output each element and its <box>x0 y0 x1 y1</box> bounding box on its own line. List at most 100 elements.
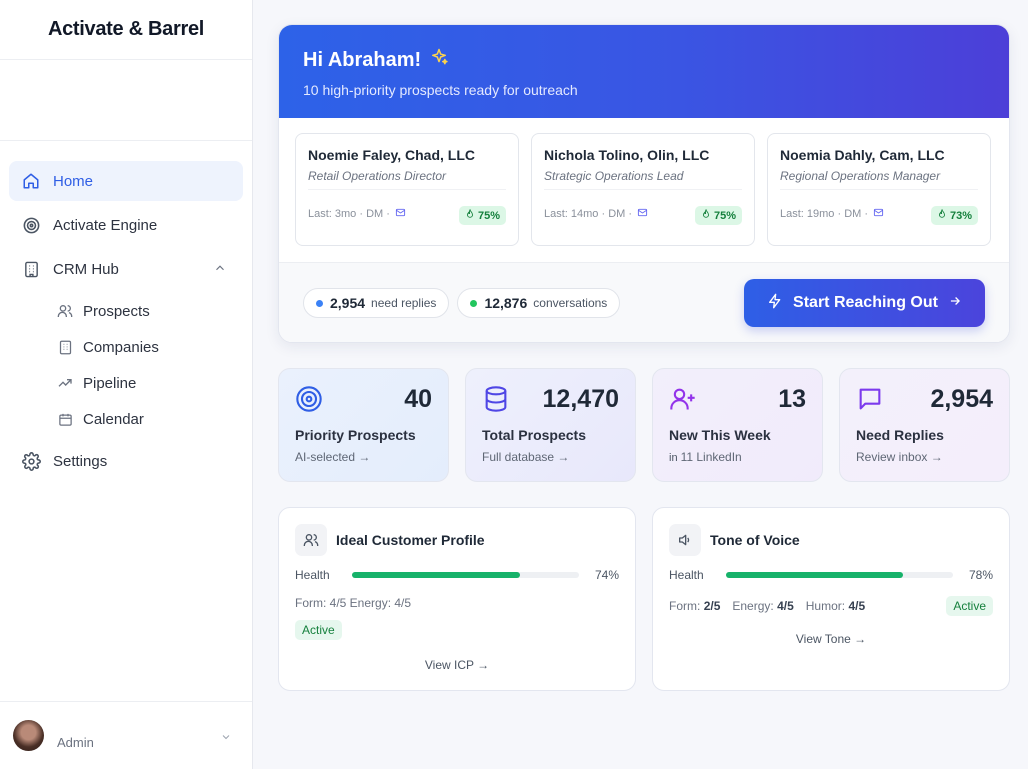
stats-row: 40 Priority Prospects AI-selected → 12,4… <box>278 368 1010 482</box>
conversations-label: conversations <box>533 296 608 310</box>
sidebar-item-label: CRM Hub <box>53 260 119 278</box>
start-reaching-out-button[interactable]: Start Reaching Out <box>744 279 985 327</box>
tone-traits: Form: 2/5 Energy: 4/5 Humor: 4/5 Active <box>669 596 993 616</box>
stat-value: 2,954 <box>930 385 993 413</box>
view-icp-link[interactable]: View ICP → <box>424 658 490 672</box>
hero-header: Hi Abraham! 10 high-priority prospects r… <box>279 25 1009 118</box>
sidebar-item-crm-hub[interactable]: CRM Hub <box>9 249 243 289</box>
cta-label: Start Reaching Out <box>793 294 938 311</box>
conversations-count: 12,876 <box>484 295 528 311</box>
stat-card-new-this-week[interactable]: 13 New This Week in 11 LinkedIn <box>652 368 823 482</box>
chevron-up-icon[interactable] <box>213 261 227 279</box>
stat-card-priority-prospects[interactable]: 40 Priority Prospects AI-selected → <box>278 368 449 482</box>
mail-icon <box>395 207 406 221</box>
stat-link[interactable]: AI-selected → <box>295 450 371 464</box>
stat-value: 40 <box>404 385 432 413</box>
health-label: Health <box>669 568 704 582</box>
health-label: Health <box>295 568 330 582</box>
trait-value: 2/5 <box>703 599 721 613</box>
prospect-meta: Last: 3mo · DM · <box>308 207 406 221</box>
sidebar-item-home[interactable]: Home <box>9 161 243 201</box>
users-icon <box>295 524 327 556</box>
panel-title: Tone of Voice <box>710 532 800 548</box>
sidebar-spacer <box>0 60 252 141</box>
prospect-meta-text: Last: 19mo · DM · <box>780 208 869 220</box>
stat-value: 13 <box>778 385 806 413</box>
database-icon <box>482 386 510 417</box>
chevron-down-icon[interactable] <box>220 730 232 748</box>
user-menu[interactable]: Admin <box>0 701 252 769</box>
prospect-name: Noemia Dahly, Cam, LLC <box>780 147 945 163</box>
mail-icon <box>637 207 648 221</box>
stat-sub-text: 11 LinkedIn <box>680 450 742 464</box>
stat-card-total-prospects[interactable]: 12,470 Total Prospects Full database → <box>465 368 636 482</box>
sidebar-item-activate-engine[interactable]: Activate Engine <box>9 205 243 245</box>
health-bar-fill <box>351 572 520 578</box>
prospect-card[interactable]: Noemia Dahly, Cam, LLC Regional Operatio… <box>767 133 991 246</box>
sidebar-item-label: Companies <box>83 338 159 356</box>
sparkles-icon <box>421 47 449 73</box>
icp-card: Ideal Customer Profile Health 74% Form: … <box>278 507 636 691</box>
brand-logo[interactable]: Activate & Barrel <box>0 0 252 60</box>
users-icon <box>57 303 73 319</box>
trait-value: 4/5 <box>777 599 794 613</box>
main-content: Hi Abraham! 10 high-priority prospects r… <box>278 24 1010 691</box>
conversations-pill[interactable]: 12,876 conversations <box>457 288 621 318</box>
prospect-title: Regional Operations Manager <box>780 169 978 190</box>
user-name: Admin <box>57 735 94 750</box>
status-badge: Active <box>295 620 342 640</box>
hero-footer: 2,954 need replies 12,876 conversations … <box>279 263 1009 342</box>
flame-icon <box>937 208 947 222</box>
prospect-meta: Last: 14mo · DM · <box>544 207 648 221</box>
prospect-meta-text: Last: 14mo · DM · <box>544 208 633 220</box>
sidebar-item-label: Home <box>53 172 94 190</box>
panel-title: Ideal Customer Profile <box>336 532 485 548</box>
health-bar <box>351 572 579 578</box>
sidebar-item-settings[interactable]: Settings <box>9 441 243 481</box>
stat-label: Priority Prospects <box>295 427 416 443</box>
gear-icon <box>21 451 41 471</box>
status-dot <box>316 299 323 307</box>
score-badge: 73% <box>930 206 978 225</box>
stat-link[interactable]: Review inbox → <box>856 450 943 464</box>
sidebar-nav: Home Activate Engine CRM Hub Prospects <box>0 141 252 481</box>
prospect-meta: Last: 19mo · DM · <box>780 207 884 221</box>
score-value: 75% <box>713 209 736 222</box>
calendar-icon <box>57 411 73 427</box>
linkedin-icon: in <box>669 452 678 464</box>
target-icon <box>21 215 41 235</box>
prospect-title: Retail Operations Director <box>308 169 506 190</box>
tone-of-voice-card: Tone of Voice Health 78% Form: 2/5 Energ… <box>652 507 1010 691</box>
building-icon <box>21 259 41 279</box>
stat-value: 12,470 <box>542 385 619 413</box>
stat-label: Total Prospects <box>482 427 586 443</box>
status-dot <box>470 299 478 307</box>
trait-form: Form: 2/5 <box>669 599 720 613</box>
stat-card-need-replies[interactable]: 2,954 Need Replies Review inbox → <box>839 368 1010 482</box>
sidebar-item-prospects[interactable]: Prospects <box>9 293 243 329</box>
prospect-carousel[interactable]: Noemie Faley, Chad, LLC Retail Operation… <box>279 118 1009 263</box>
prospect-card[interactable]: Noemie Faley, Chad, LLC Retail Operation… <box>295 133 519 246</box>
arrow-right-icon <box>948 294 962 313</box>
sidebar: Activate & Barrel Home Activate Engine C… <box>0 0 253 769</box>
trait-label: Form: <box>669 599 701 613</box>
prospect-title: Strategic Operations Lead <box>544 169 742 190</box>
score-value: 73% <box>949 209 972 222</box>
sidebar-item-label: Prospects <box>83 302 150 320</box>
trending-up-icon <box>57 375 73 391</box>
sidebar-item-label: Settings <box>53 452 108 470</box>
avatar <box>13 720 44 751</box>
outreach-hero-card: Hi Abraham! 10 high-priority prospects r… <box>278 24 1010 343</box>
replies-pill[interactable]: 2,954 need replies <box>303 288 450 318</box>
view-tone-link[interactable]: View Tone → <box>795 632 867 646</box>
prospect-name: Nichola Tolino, Olin, LLC <box>544 147 710 163</box>
sidebar-item-label: Pipeline <box>83 374 137 392</box>
panel-header: Tone of Voice <box>669 524 993 556</box>
panel-header: Ideal Customer Profile <box>295 524 619 556</box>
sidebar-item-pipeline[interactable]: Pipeline <box>9 365 243 401</box>
stat-link[interactable]: Full database → <box>482 450 570 464</box>
sidebar-item-companies[interactable]: Companies <box>9 329 243 365</box>
sidebar-item-calendar[interactable]: Calendar <box>9 401 243 437</box>
health-bar-fill <box>725 572 903 578</box>
prospect-card[interactable]: Nichola Tolino, Olin, LLC Strategic Oper… <box>531 133 755 246</box>
